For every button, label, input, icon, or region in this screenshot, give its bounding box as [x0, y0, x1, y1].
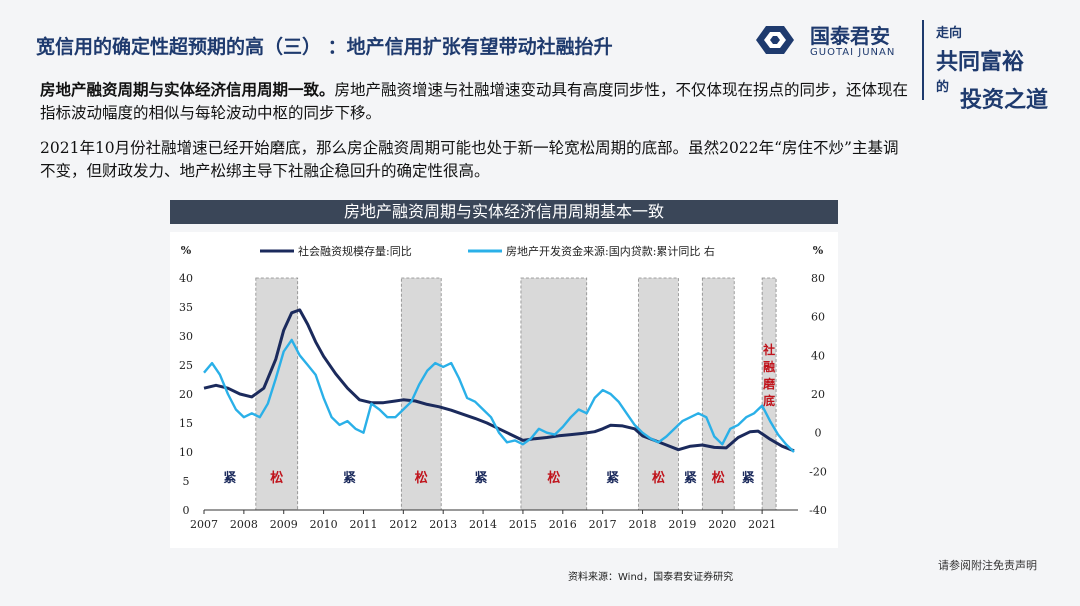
annotation-char: 融: [763, 359, 775, 374]
x-tick-label: 2016: [549, 518, 577, 531]
region-label: 紧: [684, 471, 697, 486]
slogan: 走向 共同富裕 的 投资之道: [922, 20, 1072, 120]
x-tick-label: 2014: [469, 518, 497, 531]
paragraph-1: 房地产融资周期与实体经济信用周期一致。房地产融资增速与社融增速变动具有高度同步性…: [40, 78, 910, 125]
slogan-c: 的: [936, 80, 950, 95]
y-left-tick-label: 35: [179, 301, 193, 314]
page-title: 宽信用的确定性超预期的高（三） ：地产信用扩张有望带动社融抬升: [36, 36, 613, 58]
x-tick-label: 2009: [270, 518, 298, 531]
annotation-char: 社: [762, 342, 775, 357]
x-tick-label: 2018: [629, 518, 657, 531]
y-right-tick-label: -40: [809, 504, 827, 517]
region-label: 紧: [343, 471, 356, 486]
region-label: 松: [652, 470, 665, 486]
slogan-b: 共同富裕: [936, 50, 1025, 75]
slogan-d: 投资之道: [960, 88, 1049, 113]
chart-title: 房地产融资周期与实体经济信用周期基本一致: [170, 200, 838, 224]
source-note: 资料来源：Wind，国泰君安证券研究: [568, 572, 734, 583]
y-right-tick-label: 0: [815, 427, 822, 440]
y-left-tick-label: 40: [179, 272, 193, 285]
shaded-region-9: [701, 277, 735, 511]
x-tick-label: 2020: [708, 518, 736, 531]
x-tick-label: 2011: [349, 518, 377, 531]
shaded-region-3: [400, 277, 442, 511]
y-left-tick-label: 0: [183, 504, 190, 517]
y-left-tick-label: 20: [179, 388, 193, 401]
y-left-unit: %: [181, 244, 192, 257]
logo: 国泰君安 GUOTAI JUNAN: [750, 20, 920, 60]
logo-name: 国泰君安: [810, 24, 890, 48]
y-right-tick-label: 20: [811, 388, 825, 401]
y-left-tick-label: 10: [179, 446, 193, 459]
shaded-region-7: [638, 277, 679, 511]
y-left-tick-label: 15: [179, 417, 193, 430]
x-tick-label: 2021: [748, 518, 776, 531]
x-tick-label: 2013: [429, 518, 457, 531]
legend-label-2: 房地产开发资金来源:国内贷款:累计同比 右: [506, 244, 715, 258]
x-tick-label: 2007: [190, 518, 218, 531]
paragraph-1-lead: 房地产融资周期与实体经济信用周期一致。: [40, 80, 335, 99]
x-tick-label: 2017: [589, 518, 617, 531]
y-right-unit: %: [813, 244, 824, 257]
chart-container: 社融磨底 0 5 10 15 20 25 30 35 40% -40 -20 0 20 40 60 80% 200…: [170, 232, 838, 548]
x-tick-label: 2015: [509, 518, 537, 531]
annotation-char: 底: [763, 393, 775, 408]
logo-mark-icon: [756, 26, 794, 54]
annotation-char: 磨: [762, 376, 775, 391]
legend-label-1: 社会融资规模存量:同比: [298, 244, 412, 258]
shaded-region-5: [520, 277, 588, 511]
y-left-tick-label: 25: [179, 359, 193, 372]
region-label: 松: [547, 470, 560, 486]
region-label: 紧: [742, 471, 755, 486]
y-right-tick-label: 80: [811, 272, 825, 285]
paragraph-1-text: 房地产融资增速与社融增速变动具有高度同步性，不仅体现在拐点的同步，还体现在指标波…: [40, 81, 909, 122]
slogan-a: 走向: [936, 26, 963, 41]
x-tick-label: 2019: [668, 518, 696, 531]
y-left-tick-label: 5: [183, 475, 190, 488]
paragraph-2: 2021年10月份社融增速已经开始磨底，那么房企融资周期可能也处于新一轮宽松周期…: [40, 139, 899, 180]
y-left-tick-label: 30: [179, 330, 193, 343]
region-label: 松: [270, 470, 283, 486]
x-tick-label: 2010: [310, 518, 338, 531]
y-right-tick-label: -20: [809, 465, 827, 478]
region-label: 紧: [223, 471, 236, 486]
series-line-1: [203, 308, 795, 453]
x-tick-label: 2012: [389, 518, 417, 531]
slogan-divider: [922, 20, 924, 100]
series-line-2: [203, 338, 795, 453]
x-tick-label: 2008: [230, 518, 258, 531]
y-right-tick-label: 60: [811, 311, 825, 324]
y-right-tick-label: 40: [811, 349, 825, 362]
region-label: 紧: [606, 471, 619, 486]
region-label: 紧: [475, 471, 488, 486]
disclaimer: 请参阅附注免责声明: [938, 559, 1037, 572]
region-label: 松: [712, 470, 725, 486]
logo-en: GUOTAI JUNAN: [810, 47, 896, 58]
region-label: 松: [415, 470, 428, 486]
